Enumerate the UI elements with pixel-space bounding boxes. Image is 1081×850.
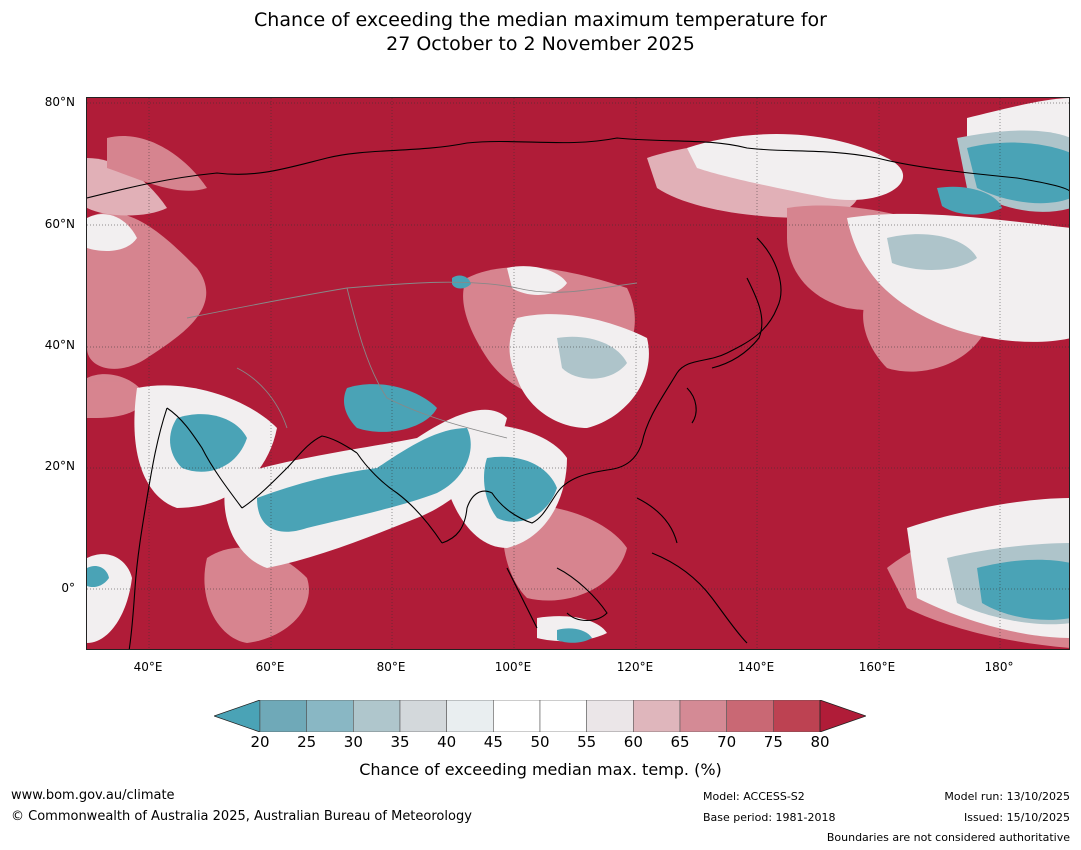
colorbar-tick-label: 30 <box>343 733 363 751</box>
colorbar-tick-label: 35 <box>390 733 410 751</box>
colorbar-tick-label: 70 <box>717 733 737 751</box>
colorbar-tick-label: 25 <box>297 733 317 751</box>
colorbar-cell <box>353 700 401 732</box>
colorbar-tick-label: 55 <box>577 733 597 751</box>
website-link[interactable]: www.bom.gov.au/climate <box>11 788 175 803</box>
borders <box>186 281 638 439</box>
lon-label-100e: 100°E <box>494 660 532 674</box>
colorbar-cell <box>679 700 727 732</box>
lat-label-80n: 80°N <box>44 95 75 109</box>
lon-label-140e: 140°E <box>737 660 775 674</box>
colorbar-extend-high <box>819 700 866 732</box>
base-period-text: Base period: 1981-2018 <box>703 811 836 824</box>
coastlines <box>87 137 1069 649</box>
disclaimer-text: Boundaries are not considered authoritat… <box>826 831 1070 844</box>
colorbar-cell <box>539 700 587 732</box>
issued-text: Issued: 15/10/2025 <box>963 811 1070 824</box>
model-run-text: Model run: 13/10/2025 <box>944 790 1070 803</box>
lon-label-40e: 40°E <box>133 660 163 674</box>
graticule <box>87 98 1069 649</box>
lon-label-80e: 80°E <box>376 660 406 674</box>
colorbar-tick-label: 75 <box>763 733 783 751</box>
colorbar-tick-label: 65 <box>670 733 690 751</box>
colorbar-tick-label: 40 <box>437 733 457 751</box>
colorbar-cell <box>586 700 634 732</box>
copyright-text: © Commonwealth of Australia 2025, Austra… <box>11 809 472 824</box>
lat-label-0: 0° <box>61 581 75 595</box>
model-text: Model: ACCESS-S2 <box>703 790 805 803</box>
lon-label-180: 180° <box>984 660 1014 674</box>
colorbar-tick-label: 50 <box>530 733 550 751</box>
forecast-map <box>86 97 1070 650</box>
colorbar-cell <box>306 700 354 732</box>
lat-label-40n: 40°N <box>44 338 75 352</box>
colorbar-extend-low <box>214 700 261 732</box>
lat-label-20n: 20°N <box>44 459 75 473</box>
title-line-2: 27 October to 2 November 2025 <box>386 33 695 55</box>
colorbar-cell <box>726 700 774 732</box>
colorbar <box>214 700 866 732</box>
lat-label-60n: 60°N <box>44 217 75 231</box>
colorbar-cell <box>446 700 494 732</box>
lon-label-60e: 60°E <box>255 660 285 674</box>
colorbar-cell <box>773 700 821 732</box>
map-canvas <box>87 98 1069 649</box>
colorbar-tick-label: 60 <box>623 733 643 751</box>
map-title: Chance of exceeding the median maximum t… <box>0 8 1081 56</box>
colorbar-cell <box>633 700 681 732</box>
colorbar-cell <box>399 700 447 732</box>
lon-label-120e: 120°E <box>616 660 654 674</box>
colorbar-tick-label: 45 <box>483 733 503 751</box>
colorbar-cell <box>259 700 307 732</box>
colorbar-cell <box>493 700 541 732</box>
colorbar-label: Chance of exceeding median max. temp. (%… <box>359 760 722 779</box>
lon-label-160e: 160°E <box>858 660 896 674</box>
colorbar-tick-label: 20 <box>250 733 270 751</box>
title-line-1: Chance of exceeding the median maximum t… <box>254 9 827 31</box>
colorbar-tick-label: 80 <box>810 733 830 751</box>
